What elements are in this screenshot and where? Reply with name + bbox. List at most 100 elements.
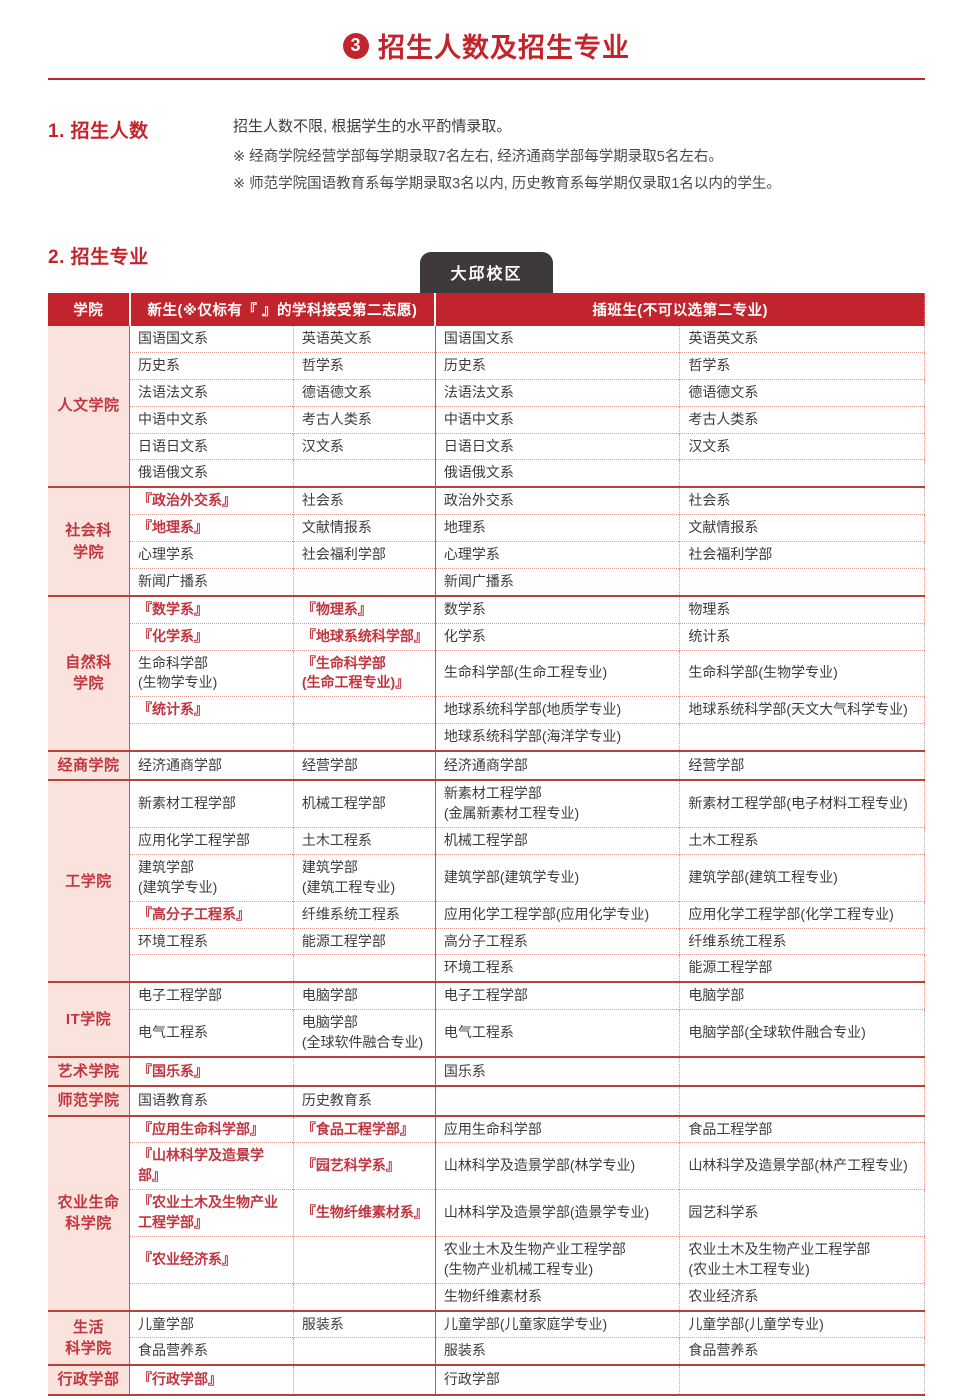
- dept-cell: 应用化学工程学部: [129, 827, 294, 855]
- dept-cell: 社会福利学部: [292, 541, 436, 569]
- dept-cell: 『农业经济系』: [129, 1235, 294, 1284]
- dept-cell: 土木工程系: [292, 827, 436, 855]
- dept-cell: 机械工程学部: [292, 779, 436, 828]
- dept-cell: 政治外交系: [434, 486, 680, 515]
- dept-cell: 能源工程学部: [292, 927, 436, 955]
- dept-cell: 『统计系』: [129, 696, 294, 724]
- table-row: 俄语俄文系 俄语俄文系: [48, 459, 925, 488]
- dept-cell: [292, 1337, 436, 1366]
- dept-cell: 经济通商学部: [434, 749, 680, 781]
- dept-cell: 建筑学部(建筑学专业): [434, 853, 680, 902]
- dept-cell: [129, 954, 294, 983]
- dept-cell: 生物纤维素材系: [434, 1282, 680, 1311]
- dept-cell: 应用化学工程学部(化学工程专业): [679, 900, 925, 929]
- dept-cell: 日语日文系: [434, 432, 680, 460]
- college-cell: 农业生命 科学院: [48, 1114, 130, 1311]
- dept-cell: 社会系: [292, 486, 436, 515]
- table-row: 生活 科学院 儿童学部 服装系 儿童学部(儿童家庭学专业) 儿童学部(儿童学专业): [48, 1309, 925, 1366]
- college-cell: IT学院: [48, 981, 130, 1057]
- dept-cell: [292, 459, 436, 488]
- enrollment-note-1: ※ 经商学院经营学部每学期录取7名左右, 经济通商学部每学期录取5名左右。: [233, 148, 723, 165]
- dept-cell: 经营学部: [292, 749, 436, 781]
- dept-cell: 『高分子工程系』: [129, 900, 294, 929]
- dept-cell: [292, 954, 436, 983]
- dept-cell: 心理学系: [434, 541, 680, 569]
- college-cell: 自然科 学院: [48, 594, 130, 751]
- dept-cell: 农业经济系: [679, 1282, 925, 1311]
- college-cell: 工学院: [48, 779, 130, 983]
- dept-cell: 地理系: [434, 514, 680, 542]
- table-row: 社会科 学院 『政治外交系』 社会系 政治外交系 社会系: [48, 486, 925, 596]
- college-cell: 经商学院: [48, 749, 130, 781]
- section1-body: 招生人数不限, 根据学生的水平酌情录取。 ※ 经商学院经营学部每学期录取7名左右…: [233, 116, 781, 196]
- table-row: 农业生命 科学院 『应用生命科学部』 『食品工程学部』 应用生命科学部 食品工程学部: [48, 1114, 925, 1311]
- title-wrap: 3 招生人数及招生专业: [48, 26, 925, 65]
- dept-cell: 中语中文系: [434, 405, 680, 433]
- dept-cell: 统计系: [679, 622, 925, 650]
- dept-cell: [129, 1282, 294, 1311]
- dept-cell: 『政治外交系』: [129, 486, 294, 515]
- dept-cell: 电气工程系: [434, 1009, 680, 1057]
- majors-table: 学院 新生(※仅标有『 』的学科接受第二志愿) 插班生(不可以选第二专业) 人文…: [48, 293, 925, 1396]
- table-row: 行政学部 『行政学部』 行政学部: [48, 1364, 925, 1395]
- dept-cell: 国乐系: [434, 1055, 680, 1087]
- college-cell: 社会科 学院: [48, 486, 130, 596]
- dept-cell: 汉文系: [292, 432, 436, 460]
- dept-cell: 纤维系统工程系: [292, 900, 436, 929]
- table-row: 建筑学部 (建筑学专业) 建筑学部 (建筑工程专业) 建筑学部(建筑学专业) 建筑学部…: [48, 853, 925, 902]
- page-title: 3 招生人数及招生专业: [343, 26, 630, 65]
- header-college: 学院: [48, 293, 130, 326]
- dept-cell: 电脑学部: [679, 981, 925, 1010]
- dept-cell: 农业土木及生物产业工程学部 (生物产业机械工程专业): [434, 1235, 680, 1284]
- dept-cell: 环境工程系: [434, 954, 680, 983]
- dept-cell: [129, 723, 294, 751]
- dept-cell: 经营学部: [679, 749, 925, 781]
- table-row: 『高分子工程系』 纤维系统工程系 应用化学工程学部(应用化学专业) 应用化学工程学部(…: [48, 900, 925, 929]
- dept-cell: 『地球系统科学部』: [292, 622, 436, 650]
- table-row: 应用化学工程学部 土木工程系 机械工程学部 土木工程系: [48, 827, 925, 855]
- dept-cell: 建筑学部 (建筑学专业): [129, 853, 294, 902]
- table-row: 『农业经济系』 农业土木及生物产业工程学部 (生物产业机械工程专业) 农业土木及生物…: [48, 1235, 925, 1284]
- dept-cell: 山林科学及造景学部(林产工程专业): [679, 1142, 925, 1190]
- dept-cell: 法语法文系: [434, 378, 680, 407]
- table-row: 『农业土木及生物产业 工程学部』 『生物纤维素材系』 山林科学及造景学部(造景学专业…: [48, 1189, 925, 1237]
- dept-cell: 新闻广播系: [434, 567, 680, 596]
- dept-cell: 『物理系』: [292, 594, 436, 624]
- dept-cell: [292, 1235, 436, 1284]
- campus-tab-daegu[interactable]: 大邱校区: [420, 252, 553, 293]
- dept-cell: 『农业土木及生物产业 工程学部』: [129, 1189, 294, 1237]
- dept-cell: [679, 459, 925, 488]
- table-row: 生物纤维素材系 农业经济系: [48, 1282, 925, 1311]
- table-row: 中语中文系 考古人类系 中语中文系 考古人类系: [48, 405, 925, 433]
- dept-cell: 服装系: [434, 1337, 680, 1366]
- section1-heading: 1. 招生人数: [48, 121, 149, 142]
- dept-cell: 『食品工程学部』: [292, 1114, 436, 1143]
- dept-cell: 食品工程学部: [679, 1114, 925, 1143]
- dept-cell: 汉文系: [679, 432, 925, 460]
- dept-cell: 德语德文系: [679, 378, 925, 407]
- dept-cell: 环境工程系: [129, 927, 294, 955]
- dept-cell: 电脑学部: [292, 981, 436, 1010]
- college-cell: 师范学院: [48, 1085, 130, 1116]
- dept-cell: 俄语俄文系: [129, 459, 294, 488]
- dept-cell: 建筑学部 (建筑工程专业): [292, 853, 436, 902]
- dept-cell: 『生命科学部 (生命工程专业)』: [292, 649, 436, 697]
- dept-cell: 高分子工程系: [434, 927, 680, 955]
- table-row: 环境工程系 能源工程学部 高分子工程系 纤维系统工程系: [48, 927, 925, 955]
- dept-cell: 电子工程学部: [434, 981, 680, 1010]
- dept-cell: 中语中文系: [129, 405, 294, 433]
- dept-cell: 儿童学部: [129, 1309, 294, 1338]
- dept-cell: 『山林科学及造景学部』: [129, 1142, 294, 1190]
- college-cell: 生活 科学院: [48, 1309, 130, 1366]
- numbered-circle-icon: 3: [343, 32, 369, 59]
- title-divider: [48, 78, 925, 80]
- dept-cell: 电子工程学部: [129, 981, 294, 1010]
- dept-cell: 农业土木及生物产业工程学部 (农业土木工程专业): [679, 1235, 925, 1284]
- dept-cell: 服装系: [292, 1309, 436, 1338]
- section-enrollment-numbers: 1. 招生人数 招生人数不限, 根据学生的水平酌情录取。 ※ 经商学院经营学部每…: [48, 116, 925, 196]
- dept-cell: 行政学部: [434, 1364, 680, 1395]
- dept-cell: 『地理系』: [129, 514, 294, 542]
- table-row: 历史系 哲学系 历史系 哲学系: [48, 351, 925, 380]
- dept-cell: 『行政学部』: [129, 1364, 294, 1395]
